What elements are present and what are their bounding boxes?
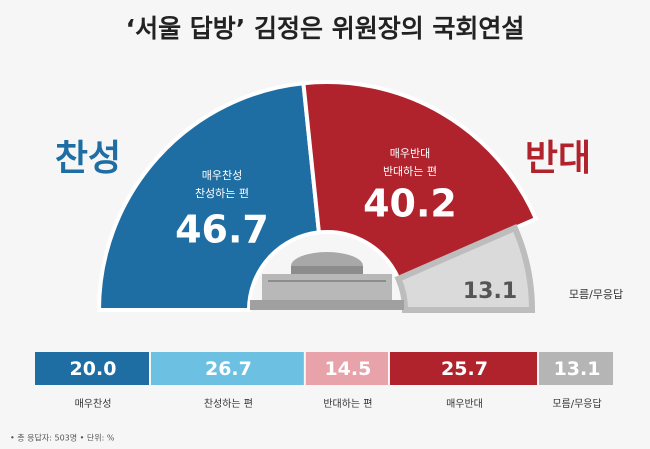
donut-segment: [301, 80, 539, 282]
segment-sublabel: 매우반대: [390, 147, 430, 160]
segment-sublabel: 찬성하는 편: [195, 186, 249, 200]
bar-segment: [539, 352, 613, 385]
donut-segment: [394, 224, 536, 313]
donut-segment: [96, 81, 322, 312]
value-label: 20.0: [70, 358, 117, 380]
segment-sublabel: 반대하는 편: [383, 164, 437, 178]
value-label: 46.7: [175, 208, 269, 252]
category-label: 매우찬성: [75, 398, 112, 410]
bar-segment: [305, 352, 388, 385]
value-label: 13.1: [554, 358, 601, 380]
footnote: • 총 응답자: 503명 • 단위: %: [10, 433, 115, 443]
category-label: 매우반대: [446, 398, 483, 410]
chart-title: ‘서울 답방’ 김정은 위원장의 국회연설: [126, 14, 525, 43]
value-label: 40.2: [363, 182, 457, 226]
bar-segment: [35, 352, 149, 385]
building: [250, 252, 404, 310]
value-label: 26.7: [205, 358, 252, 380]
value-label: 14.5: [324, 358, 371, 380]
bar-segment: [389, 352, 538, 385]
category-label: 모름/무응답: [569, 288, 623, 301]
category-label: 반대: [525, 138, 591, 179]
stacked-bar: 20.0 매우찬성 26.7 찬성하는 편 14.5 반대하는 편 25.7 매우반대 13.1…: [35, 352, 613, 410]
category-label: 찬성: [55, 138, 121, 179]
category-label: 찬성하는 편: [204, 397, 253, 410]
value-label: 13.1: [463, 279, 517, 304]
value-label: 25.7: [441, 358, 488, 380]
segment-sublabel: 매우찬성: [202, 168, 242, 182]
bar-segment: [151, 352, 304, 385]
category-label: 모름/무응답: [552, 398, 601, 410]
category-label: 반대하는 편: [323, 397, 372, 410]
